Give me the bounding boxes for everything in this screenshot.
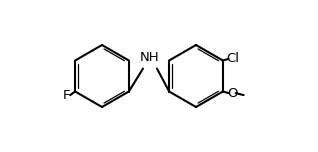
Text: NH: NH: [140, 52, 160, 64]
Text: F: F: [63, 89, 70, 102]
Text: O: O: [227, 87, 237, 100]
Text: Cl: Cl: [226, 52, 239, 65]
